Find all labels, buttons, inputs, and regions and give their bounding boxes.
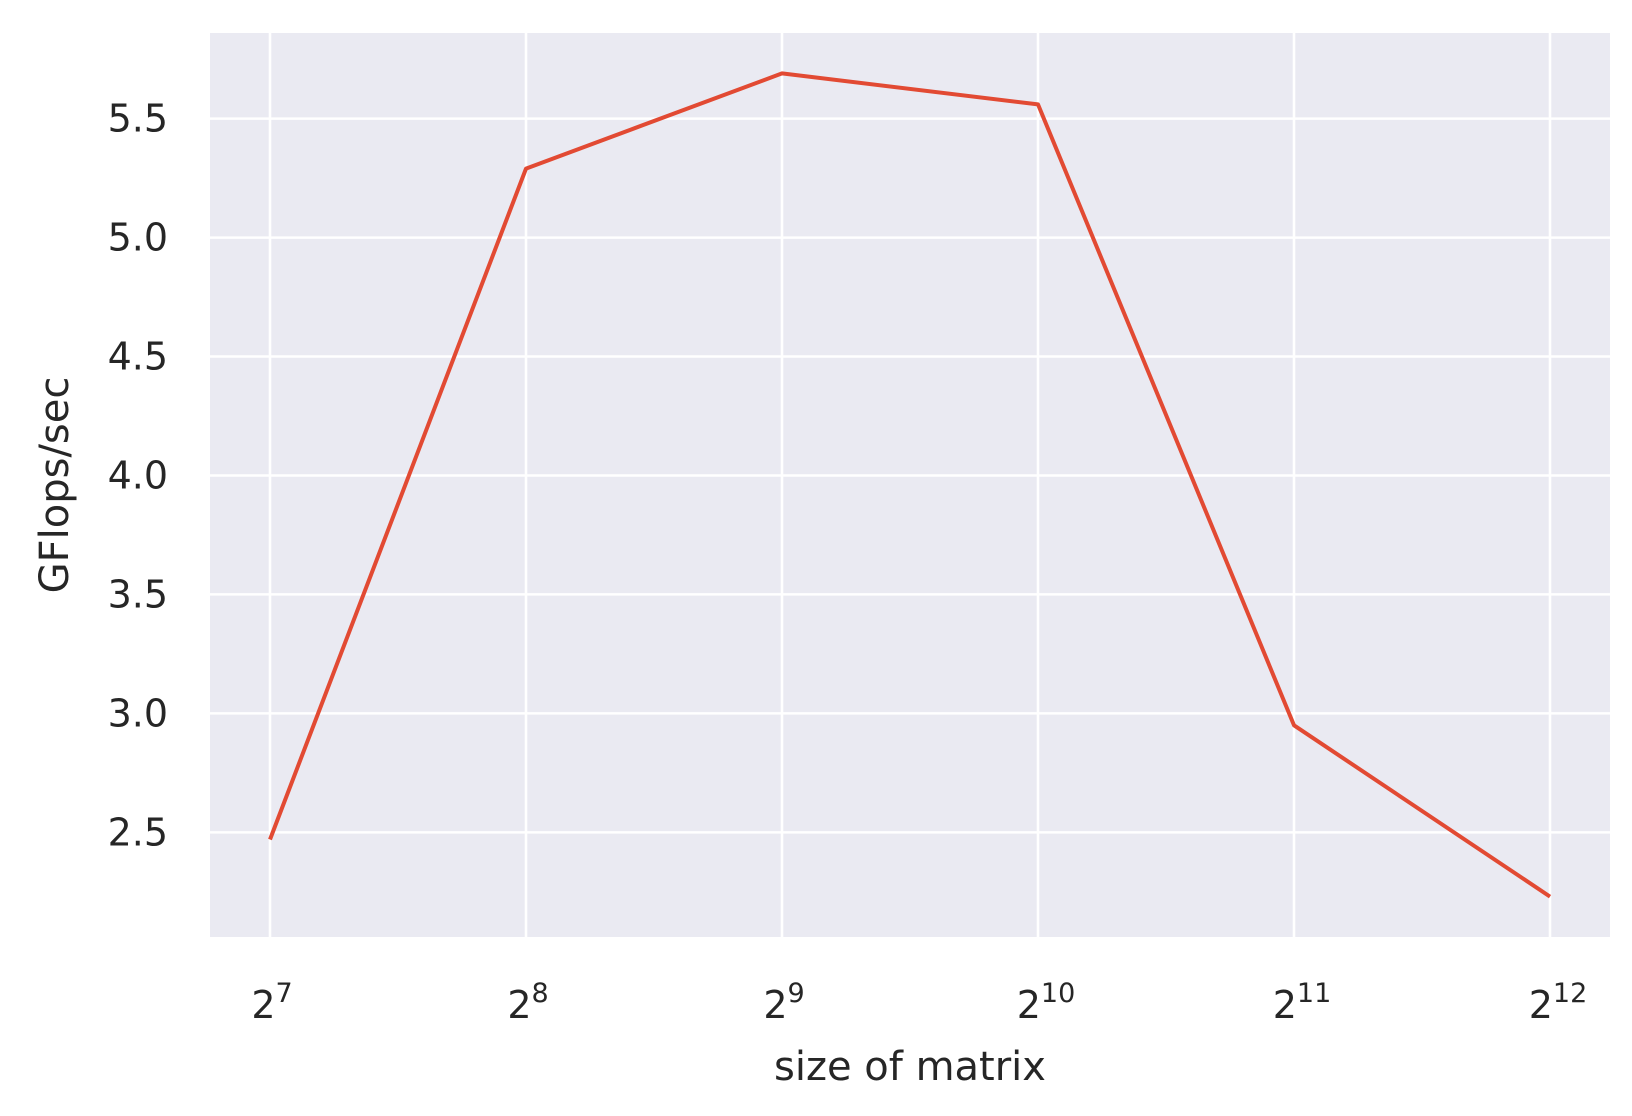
y-tick-label: 4.5	[108, 335, 168, 379]
y-tick-label: 3.5	[108, 572, 168, 616]
x-axis-label: size of matrix	[774, 1044, 1046, 1090]
plot-area	[210, 33, 1610, 937]
x-axis-ticks: 27 28 29 210 211 212	[251, 978, 1587, 1027]
y-tick-label: 3.0	[108, 691, 168, 735]
grid-lines	[210, 33, 1610, 937]
series-line	[268, 71, 1552, 899]
y-axis-label: GFlops/sec	[32, 377, 78, 594]
x-tick-label: 211	[1273, 978, 1332, 1027]
y-tick-label: 5.5	[108, 97, 168, 141]
series-lines	[268, 71, 1552, 899]
y-tick-label: 2.5	[108, 810, 168, 854]
x-tick-label: 28	[507, 978, 548, 1027]
y-tick-label: 5.0	[108, 216, 168, 260]
y-axis-ticks: 2.5 3.0 3.5 4.0 4.5 5.0 5.5	[108, 97, 168, 855]
x-tick-label: 27	[251, 978, 292, 1027]
y-tick-label: 4.0	[108, 453, 168, 497]
x-tick-label: 212	[1529, 978, 1588, 1027]
x-tick-label: 210	[1017, 978, 1076, 1027]
x-tick-label: 29	[763, 978, 804, 1027]
